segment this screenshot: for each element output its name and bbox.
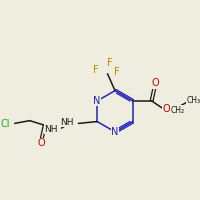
Text: CH₃: CH₃	[187, 96, 200, 105]
Text: CH₂: CH₂	[171, 106, 185, 115]
Text: N: N	[93, 96, 101, 106]
Text: O: O	[37, 138, 45, 148]
Text: O: O	[152, 78, 159, 88]
Text: O: O	[163, 104, 170, 114]
Text: N: N	[111, 127, 119, 137]
Text: NH: NH	[44, 125, 58, 134]
Text: Cl: Cl	[0, 119, 10, 129]
Text: F: F	[93, 65, 99, 75]
Text: F: F	[114, 67, 120, 77]
Text: NH: NH	[60, 118, 74, 127]
Text: F: F	[107, 58, 112, 68]
